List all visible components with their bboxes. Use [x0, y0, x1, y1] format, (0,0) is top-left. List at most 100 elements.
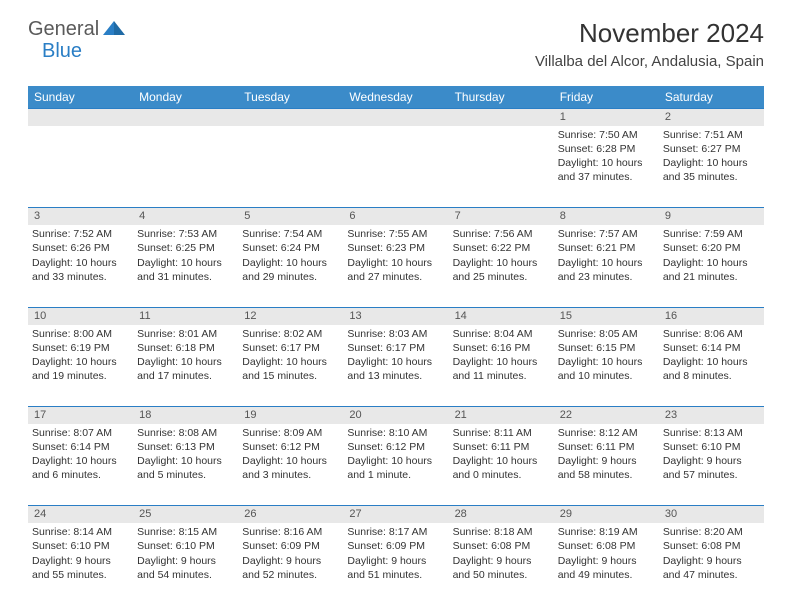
- day-cell: Sunrise: 8:04 AMSunset: 6:16 PMDaylight:…: [449, 325, 554, 407]
- day1-text: Daylight: 10 hours: [347, 355, 444, 369]
- sunset-text: Sunset: 6:09 PM: [347, 539, 444, 553]
- sunset-text: Sunset: 6:21 PM: [558, 241, 655, 255]
- day2-text: and 1 minute.: [347, 468, 444, 482]
- day-header: Saturday: [659, 86, 764, 109]
- day2-text: and 25 minutes.: [453, 270, 550, 284]
- sunrise-text: Sunrise: 8:13 AM: [663, 426, 760, 440]
- day-number: 10: [28, 307, 133, 324]
- day1-text: Daylight: 9 hours: [558, 454, 655, 468]
- day-number: 12: [238, 307, 343, 324]
- day-cell: Sunrise: 7:55 AMSunset: 6:23 PMDaylight:…: [343, 225, 448, 307]
- sunrise-text: Sunrise: 7:59 AM: [663, 227, 760, 241]
- day-cell: Sunrise: 8:19 AMSunset: 6:08 PMDaylight:…: [554, 523, 659, 605]
- sunset-text: Sunset: 6:14 PM: [663, 341, 760, 355]
- sunrise-text: Sunrise: 8:15 AM: [137, 525, 234, 539]
- day2-text: and 55 minutes.: [32, 568, 129, 582]
- sunrise-text: Sunrise: 8:11 AM: [453, 426, 550, 440]
- sunset-text: Sunset: 6:08 PM: [663, 539, 760, 553]
- week-row: Sunrise: 7:52 AMSunset: 6:26 PM Daylight:…: [28, 225, 764, 307]
- day-cell: [449, 126, 554, 208]
- sunrise-text: Sunrise: 8:12 AM: [558, 426, 655, 440]
- sunrise-text: Sunrise: 8:18 AM: [453, 525, 550, 539]
- sunrise-text: Sunrise: 7:52 AM: [32, 227, 129, 241]
- sunrise-text: Sunrise: 8:06 AM: [663, 327, 760, 341]
- day2-text: and 19 minutes.: [32, 369, 129, 383]
- calendar-head: Sunday Monday Tuesday Wednesday Thursday…: [28, 86, 764, 109]
- day-number: [28, 109, 133, 126]
- sunrise-text: Sunrise: 8:09 AM: [242, 426, 339, 440]
- sunset-text: Sunset: 6:10 PM: [663, 440, 760, 454]
- day1-text: Daylight: 10 hours: [32, 355, 129, 369]
- week-row: Sunrise: 8:14 AMSunset: 6:10 PMDaylight:…: [28, 523, 764, 605]
- day-cell: Sunrise: 8:10 AMSunset: 6:12 PMDaylight:…: [343, 424, 448, 506]
- sunset-text: Sunset: 6:28 PM: [558, 142, 655, 156]
- day-header: Monday: [133, 86, 238, 109]
- sunset-text: Sunset: 6:25 PM: [137, 241, 234, 255]
- day-number: 5: [238, 208, 343, 225]
- sunrise-text: Sunrise: 8:05 AM: [558, 327, 655, 341]
- day2-text: and 33 minutes.: [32, 270, 129, 284]
- day2-text: and 21 minutes.: [663, 270, 760, 284]
- day-header: Friday: [554, 86, 659, 109]
- day1-text: Daylight: 10 hours: [663, 355, 760, 369]
- day2-text: and 17 minutes.: [137, 369, 234, 383]
- day-header: Sunday: [28, 86, 133, 109]
- day-number: 28: [449, 506, 554, 523]
- sunrise-text: Sunrise: 8:02 AM: [242, 327, 339, 341]
- day1-text: Daylight: 10 hours: [453, 256, 550, 270]
- sunset-text: Sunset: 6:10 PM: [32, 539, 129, 553]
- day-number-row: 10111213141516: [28, 307, 764, 324]
- day-number: [343, 109, 448, 126]
- brand-text-blue: Blue: [42, 40, 82, 62]
- sunrise-text: Sunrise: 8:19 AM: [558, 525, 655, 539]
- day-number: 6: [343, 208, 448, 225]
- week-row: Sunrise: 7:50 AMSunset: 6:28 PMDaylight:…: [28, 126, 764, 208]
- day-number: 21: [449, 407, 554, 424]
- sunset-text: Sunset: 6:24 PM: [242, 241, 339, 255]
- day2-text: and 49 minutes.: [558, 568, 655, 582]
- day-number: [238, 109, 343, 126]
- day-number-row: 17181920212223: [28, 407, 764, 424]
- day-number: 16: [659, 307, 764, 324]
- sunset-text: Sunset: 6:11 PM: [453, 440, 550, 454]
- sunrise-text: Sunrise: 8:16 AM: [242, 525, 339, 539]
- day-cell: Sunrise: 8:15 AMSunset: 6:10 PMDaylight:…: [133, 523, 238, 605]
- sunrise-text: Sunrise: 7:54 AM: [242, 227, 339, 241]
- day-number: 19: [238, 407, 343, 424]
- day2-text: and 10 minutes.: [558, 369, 655, 383]
- day-cell: Sunrise: 8:01 AMSunset: 6:18 PMDaylight:…: [133, 325, 238, 407]
- day1-text: Daylight: 9 hours: [558, 554, 655, 568]
- sunrise-text: Sunrise: 8:14 AM: [32, 525, 129, 539]
- day1-text: Daylight: 10 hours: [242, 454, 339, 468]
- day-cell: Sunrise: 8:07 AMSunset: 6:14 PMDaylight:…: [28, 424, 133, 506]
- day-header-row: Sunday Monday Tuesday Wednesday Thursday…: [28, 86, 764, 109]
- sunset-text: Sunset: 6:23 PM: [347, 241, 444, 255]
- day-cell: Sunrise: 7:57 AMSunset: 6:21 PMDaylight:…: [554, 225, 659, 307]
- day1-text: Daylight: 9 hours: [242, 554, 339, 568]
- day-cell: Sunrise: 7:50 AMSunset: 6:28 PMDaylight:…: [554, 126, 659, 208]
- sunset-text: Sunset: 6:20 PM: [663, 241, 760, 255]
- sunrise-text: Sunrise: 7:55 AM: [347, 227, 444, 241]
- sunset-text: Sunset: 6:17 PM: [347, 341, 444, 355]
- day1-text: Daylight: 10 hours: [347, 256, 444, 270]
- day-number: 9: [659, 208, 764, 225]
- sunset-text: Sunset: 6:10 PM: [137, 539, 234, 553]
- day-number: 1: [554, 109, 659, 126]
- day-number: 27: [343, 506, 448, 523]
- sunrise-text: Sunrise: 7:57 AM: [558, 227, 655, 241]
- day1-text: Daylight: 10 hours: [453, 454, 550, 468]
- location-label: Villalba del Alcor, Andalusia, Spain: [535, 53, 764, 70]
- sunset-text: Sunset: 6:22 PM: [453, 241, 550, 255]
- sunset-text: Sunset: 6:26 PM: [32, 241, 129, 255]
- day-number: 26: [238, 506, 343, 523]
- day2-text: and 54 minutes.: [137, 568, 234, 582]
- sunrise-text: Sunrise: 7:51 AM: [663, 128, 760, 142]
- day2-text: and 31 minutes.: [137, 270, 234, 284]
- day2-text: and 11 minutes.: [453, 369, 550, 383]
- day-number-row: 24252627282930: [28, 506, 764, 523]
- day2-text: and 52 minutes.: [242, 568, 339, 582]
- sunset-text: Sunset: 6:18 PM: [137, 341, 234, 355]
- day-cell: Sunrise: 8:00 AMSunset: 6:19 PMDaylight:…: [28, 325, 133, 407]
- day-cell: Sunrise: 7:52 AMSunset: 6:26 PMDaylight:…: [28, 225, 133, 307]
- sunrise-text: Sunrise: 8:17 AM: [347, 525, 444, 539]
